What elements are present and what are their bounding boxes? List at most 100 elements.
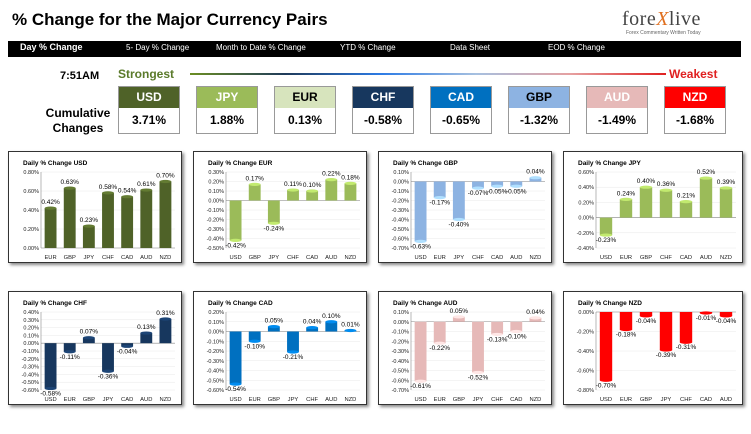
data-label: 0.70% — [156, 173, 175, 180]
y-tick-label: 0.10% — [208, 189, 224, 195]
bar-cap — [491, 332, 504, 337]
forexlive-logo[interactable]: foreXlive Forex Commentary Written Today — [622, 8, 732, 38]
x-tick-label: AUD — [700, 255, 712, 261]
bar-eur — [63, 343, 76, 352]
x-tick-label: EUR — [434, 255, 446, 261]
x-tick-label: GBP — [249, 255, 261, 261]
y-tick-label: 0.20% — [23, 227, 39, 233]
bar-cap — [529, 316, 542, 320]
y-tick-label: -0.30% — [392, 349, 410, 355]
bar-cap — [306, 326, 319, 330]
data-label: 0.42% — [41, 199, 60, 206]
bar-usd — [414, 321, 427, 382]
bar-jpy — [472, 321, 484, 373]
chart-eur: Daily % Change EUR -0.50% -0.40% -0.30% -0.2… — [207, 160, 360, 261]
bar-cap — [287, 350, 299, 354]
chart-gbp: Daily % Change GBP -0.70% -0.60% -0.50% -0.4… — [392, 160, 545, 261]
x-tick-label: AUD — [720, 397, 732, 403]
y-tick-label: -0.50% — [392, 369, 410, 375]
y-tick-label: 0.30% — [208, 170, 224, 176]
data-label: -0.17% — [429, 200, 450, 207]
data-label: 0.61% — [137, 181, 156, 188]
data-label: -0.52% — [468, 374, 489, 381]
data-label: -0.01% — [696, 315, 717, 322]
data-label: 0.11% — [284, 181, 302, 188]
bar-chf — [287, 190, 299, 201]
bar-cad — [121, 196, 134, 248]
y-tick-label: 0.60% — [578, 170, 594, 176]
currency-value: -0.65% — [431, 108, 491, 133]
nav-tab-5day-change[interactable]: 5- Day % Change — [126, 43, 190, 52]
data-label: 0.13% — [137, 324, 156, 331]
x-tick-label: NZD — [159, 397, 171, 403]
currency-box-eur: EUR 0.13% — [274, 86, 336, 134]
bar-gbp — [248, 184, 261, 201]
bar-chf — [306, 327, 319, 332]
y-tick-label: -0.40% — [577, 349, 595, 355]
chart-panel-usd: Daily % Change USD 0.00% 0.20% 0.40% 0.60% 0.… — [8, 151, 182, 263]
bar-aud — [325, 321, 338, 332]
x-tick-label: CAD — [700, 397, 712, 403]
data-label: -0.10% — [506, 334, 527, 341]
nav-tab-data-sheet[interactable]: Data Sheet — [450, 43, 491, 52]
bar-cap — [82, 224, 95, 228]
currency-value: 0.13% — [275, 108, 335, 133]
currency-box-usd: USD 3.71% — [118, 86, 180, 134]
chart-title: Daily % Change USD — [23, 160, 88, 167]
currency-name: NZD — [665, 87, 725, 108]
bar-cap — [102, 369, 114, 373]
y-tick-label: -0.30% — [392, 208, 410, 214]
logo-wordmark: foreXlive — [622, 8, 701, 31]
x-tick-label: NZD — [159, 255, 171, 261]
data-label: 0.04% — [526, 169, 545, 176]
y-tick-label: 0.10% — [208, 320, 224, 326]
chart-panel-cad: Daily % Change CAD -0.60% -0.50% -0.40% -0.3… — [193, 291, 367, 405]
y-tick-label: -0.40% — [207, 237, 225, 243]
data-label: 0.63% — [60, 179, 79, 186]
currency-value: 1.88% — [197, 108, 257, 133]
bar-chf — [491, 321, 504, 335]
bar-gbp — [82, 337, 95, 344]
bar-nzd — [529, 317, 542, 322]
currency-box-cad: CAD -0.65% — [430, 86, 492, 134]
data-label: -0.21% — [283, 354, 304, 361]
data-label: -0.10% — [244, 343, 265, 350]
bar-cap — [659, 188, 673, 192]
currency-name: AUD — [587, 87, 647, 108]
x-tick-label: CHF — [102, 255, 114, 261]
nav-tab-eod-change[interactable]: EOD % Change — [548, 43, 605, 52]
x-tick-label: NZD — [344, 255, 356, 261]
x-tick-label: AUD — [140, 255, 152, 261]
bar-cap — [414, 379, 427, 383]
x-tick-label: CAD — [491, 255, 503, 261]
data-label: -0.22% — [429, 345, 450, 352]
y-tick-label: 0.20% — [208, 180, 224, 186]
nav-tab-ytd-change[interactable]: YTD % Change — [340, 43, 396, 52]
nav-tab-mtd-change[interactable]: Month to Date % Change — [216, 43, 306, 52]
x-tick-label: NZD — [344, 397, 356, 403]
y-tick-label: -0.70% — [392, 388, 410, 394]
bar-nzd — [529, 177, 542, 182]
bar-usd — [414, 181, 427, 242]
currency-value: 3.71% — [119, 108, 179, 133]
y-tick-label: -0.50% — [392, 227, 410, 233]
bar-cap — [325, 178, 338, 182]
data-label: 0.04% — [303, 319, 322, 326]
bar-cap — [510, 329, 523, 334]
chart-usd: Daily % Change USD0.00%0.20%0.40%0.60%0.… — [23, 160, 175, 261]
y-tick-label: -0.10% — [207, 208, 225, 214]
y-tick-label: -0.30% — [22, 365, 40, 371]
x-tick-label: CAD — [306, 255, 318, 261]
x-tick-label: GBP — [640, 255, 652, 261]
data-label: -0.70% — [596, 382, 617, 389]
bar-cap — [719, 314, 733, 318]
y-tick-label: 0.00% — [578, 216, 594, 222]
currency-value: -1.49% — [587, 108, 647, 133]
currency-box-aud: AUD -1.49% — [586, 86, 648, 134]
bar-usd — [599, 312, 613, 381]
bar-cap — [699, 176, 713, 180]
data-label: -0.23% — [596, 237, 617, 244]
chart-cad: Daily % Change CAD -0.60% -0.50% -0.40% -0.3… — [207, 300, 360, 403]
x-tick-label: USD — [229, 397, 241, 403]
nav-tab-day-change[interactable]: Day % Change — [20, 42, 83, 52]
